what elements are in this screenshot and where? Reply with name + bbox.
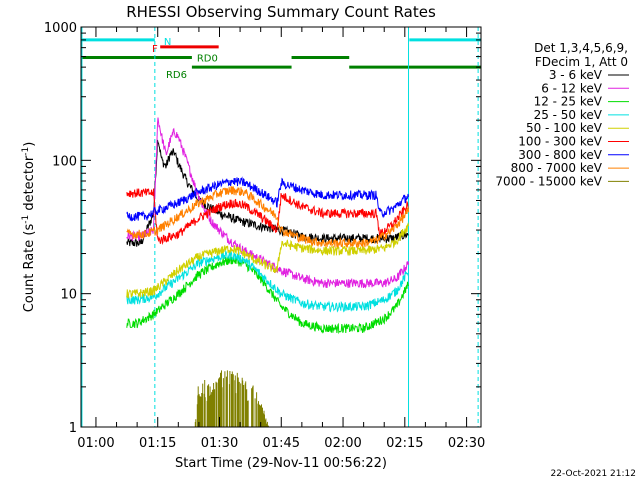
y-axis-label-sup-1: -1 bbox=[21, 215, 31, 224]
x-tick-label: 01:15 bbox=[139, 436, 176, 451]
legend-label-25-50-kev: 25 - 50 keV bbox=[534, 108, 603, 122]
y-axis-label-mid: detector bbox=[22, 155, 37, 215]
series-line-12-25-kev bbox=[126, 254, 409, 335]
flag-label-rd0: RD0 bbox=[197, 54, 218, 65]
x-tick-label: 01:00 bbox=[77, 436, 114, 451]
y-axis-label: Count Rate (s-1 detector-1) bbox=[21, 142, 37, 313]
x-tick-label: 01:45 bbox=[263, 436, 300, 451]
x-axis-label: Start Time (29-Nov-11 00:56:22) bbox=[175, 456, 387, 471]
y-axis-label-sup-2: -1 bbox=[21, 147, 31, 156]
legend-label-100-300-kev: 100 - 300 keV bbox=[518, 135, 602, 149]
x-tick-label: 02:00 bbox=[324, 436, 361, 451]
y-axis-label-end: ) bbox=[22, 142, 37, 147]
flag-label-f: F bbox=[152, 44, 158, 55]
x-tick-label: 01:30 bbox=[201, 436, 238, 451]
y-axis-label-main: Count Rate (s bbox=[22, 224, 37, 313]
x-tick-label: 02:15 bbox=[386, 436, 423, 451]
y-tick-label: 100 bbox=[52, 154, 77, 169]
series-line-6-12-kev bbox=[126, 117, 409, 289]
series-line-800-7000-kev bbox=[126, 186, 409, 248]
series-line-7000-15000-kev bbox=[194, 370, 269, 427]
y-tick-label: 10 bbox=[60, 288, 77, 303]
series-line-50-100-kev bbox=[126, 222, 409, 299]
legend-header-1: Det 1,3,4,5,6,9, bbox=[534, 41, 628, 55]
x-tick-label: 02:30 bbox=[448, 436, 485, 451]
legend: Det 1,3,4,5,6,9, FDecim 1, Att 0 3 - 6 k… bbox=[495, 41, 629, 188]
legend-label-800-7000-kev: 800 - 7000 keV bbox=[511, 161, 603, 175]
y-tick-label: 1000 bbox=[44, 21, 77, 36]
legend-header-2: FDecim 1, Att 0 bbox=[535, 55, 628, 69]
legend-label-12-25-kev: 12 - 25 keV bbox=[534, 95, 603, 109]
flag-label-rd6: RD6 bbox=[166, 70, 187, 81]
legend-label-300-800-kev: 300 - 800 keV bbox=[518, 148, 602, 162]
timestamp: 22-Oct-2021 21:12 bbox=[551, 469, 636, 479]
legend-label-50-100-kev: 50 - 100 keV bbox=[526, 121, 603, 135]
series-line-100-300-kev bbox=[126, 188, 409, 245]
legend-label-3-6-kev: 3 - 6 keV bbox=[549, 68, 603, 82]
flag-label-n: N bbox=[164, 37, 171, 48]
y-tick-label: 1 bbox=[69, 421, 77, 436]
legend-label-7000-15000-kev: 7000 - 15000 keV bbox=[495, 174, 602, 188]
series-line-25-50-kev bbox=[126, 249, 409, 313]
chart-title: RHESSI Observing Summary Count Rates bbox=[126, 3, 436, 21]
series-line-300-800-kev bbox=[126, 176, 409, 222]
legend-label-6-12-kev: 6 - 12 keV bbox=[541, 81, 603, 95]
